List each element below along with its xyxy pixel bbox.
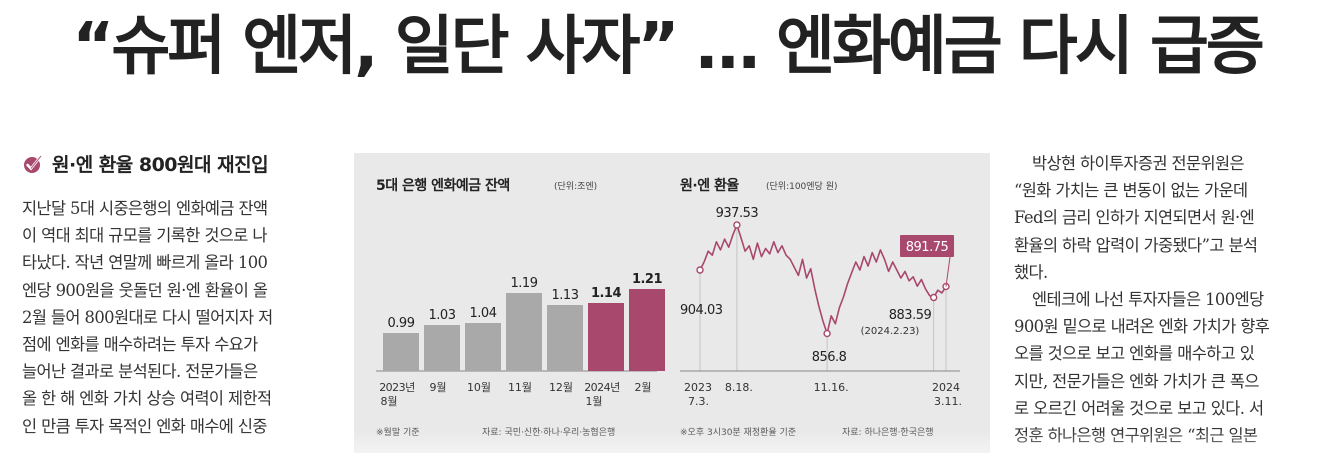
- right-article-column: 박상현 하이투자증권 전문위원은 “원화 가치는 큰 변동이 없는 가운데 Fe…: [1014, 150, 1324, 449]
- headline: “슈퍼 엔저, 일단 사자” … 엔화예금 다시 급증: [72, 10, 1265, 84]
- bar-category-label: 11월: [508, 381, 532, 394]
- point-marker: [733, 221, 741, 229]
- left-body-text: 지난달 5대 시중은행의 엔화예금 잔액 이 역대 최대 규모를 기록한 것으로…: [22, 195, 332, 440]
- bar-value-label: 1.13: [552, 288, 579, 303]
- bar-value-label: 1.04: [470, 306, 497, 321]
- x-tick-label: 8.18.: [725, 381, 753, 394]
- line-chart-source: 자료: 하나은행·한국은행: [842, 426, 934, 438]
- bar: [506, 293, 542, 371]
- annotation-label: 856.8: [812, 350, 847, 365]
- bar: [383, 333, 419, 371]
- x-tick-label-line2: 7.3.: [688, 395, 709, 408]
- bar: [629, 289, 665, 371]
- text-line: Fed의 금리 인하가 지연되면서 원·엔: [1014, 208, 1255, 228]
- annotation-label: 883.59: [889, 308, 932, 323]
- right-body-text: 박상현 하이투자증권 전문위원은 “원화 가치는 큰 변동이 없는 가운데 Fe…: [1014, 150, 1324, 449]
- text-line: 점에 엔화를 매수하려는 투자 수요가: [22, 334, 258, 354]
- line-chart-plot: 904.03 937.53 856.8 883.59 (2024.2.23) 891.75…: [680, 206, 962, 408]
- bar-chart-unit: (단위:조엔): [554, 181, 597, 192]
- text-line: “원화 가치는 큰 변동이 없는 가운데: [1014, 181, 1248, 201]
- text-line: 올 한 해 엔화 가치 상승 여력이 제한적: [22, 389, 272, 409]
- bar-category-label: 2024년: [584, 381, 620, 394]
- text-line: 로 오르긴 어려울 것으로 보고 있다. 서: [1014, 398, 1264, 418]
- text-line: 정훈 하나은행 연구위원은 “최근 일본: [1014, 425, 1258, 445]
- bar-value-label: 1.03: [429, 308, 456, 323]
- text-line: 타났다. 작년 연말께 빠르게 올라 100: [22, 253, 268, 273]
- point-marker: [696, 266, 704, 274]
- text-line: 했다.: [1014, 262, 1048, 282]
- bar-category-label-line2: 8월: [380, 395, 397, 408]
- x-tick-label: 2023: [684, 381, 712, 394]
- infographic: 5대 은행 엔화예금 잔액 (단위:조엔) 0.99 2023년 8월 1.03 9월 1…: [354, 153, 990, 453]
- line-chart-unit: (단위:100엔당 원): [766, 181, 838, 192]
- point-marker: [930, 293, 938, 302]
- callout-box: [900, 235, 954, 257]
- exchange-rate-line: [699, 224, 947, 335]
- annotation-label: 891.75: [906, 240, 949, 255]
- bar-value-label: 1.21: [632, 272, 663, 287]
- x-tick-label-line2: 3.11.: [934, 395, 962, 408]
- bar-chart-note: ※월말 기준: [376, 426, 420, 438]
- left-article-column: 원·엔 환율 800원대 재진입 지난달 5대 시중은행의 엔화예금 잔액 이 …: [22, 150, 332, 440]
- x-tick-label: 11.16.: [814, 381, 849, 394]
- bar-category-label-line2: 1월: [585, 395, 602, 408]
- line-chart-title: 원·엔 환율: [680, 177, 739, 194]
- annotation-label: 904.03: [680, 303, 723, 318]
- annotation-label: 937.53: [716, 206, 759, 221]
- section-subhead: 원·엔 환율 800원대 재진입: [22, 150, 332, 177]
- callout-pointer: [945, 256, 951, 287]
- text-line: 인 만큼 투자 목적인 엔화 매수에 신중: [22, 416, 267, 436]
- text-line: 오를 것으로 보고 엔화를 매수하고 있: [1014, 344, 1255, 364]
- bar-category-label: 2023년: [379, 381, 415, 394]
- text-line: 이 역대 최대 규모를 기록한 것으로 나: [22, 226, 267, 246]
- annotation-sublabel: (2024.2.23): [861, 326, 920, 337]
- text-line: 엔당 900원을 웃돌던 원·엔 환율이 올: [22, 280, 268, 300]
- line-chart-note: ※오후 3시30분 재정환율 기준: [680, 426, 796, 438]
- text-line: 늘어난 결과로 분석된다. 전문가들은: [22, 362, 258, 382]
- bar-chart-source: 자료: 국민·신한·하나·우리·농협은행: [482, 426, 615, 438]
- text-line: 환율의 하락 압력이 가중됐다”고 분석: [1014, 235, 1258, 255]
- bar-category-label: 12월: [549, 381, 573, 394]
- text-line: 지난달 5대 시중은행의 엔화예금 잔액: [22, 199, 268, 218]
- subhead-text: 원·엔 환율 800원대 재진입: [52, 154, 269, 176]
- bar: [465, 323, 501, 371]
- bar: [588, 303, 624, 371]
- text-line: 박상현 하이투자증권 전문위원은: [1032, 154, 1245, 173]
- x-tick-label: 2024: [932, 381, 960, 394]
- bar-category-label: 9월: [429, 381, 446, 394]
- text-line: 900원 밑으로 내려온 엔화 가치가 향후: [1014, 317, 1270, 337]
- bar-value-label: 0.99: [388, 316, 415, 331]
- bar-value-label: 1.19: [511, 276, 538, 291]
- bar: [547, 305, 583, 371]
- bar-category-label: 2월: [634, 381, 651, 394]
- point-marker: [823, 329, 831, 338]
- bar-category-label: 10월: [467, 381, 491, 394]
- text-line: 지만, 전문가들은 엔화 가치가 큰 폭으: [1014, 371, 1259, 391]
- bar-chart-title: 5대 은행 엔화예금 잔액: [376, 177, 510, 194]
- check-icon: [24, 154, 43, 173]
- bar: [424, 325, 460, 371]
- text-line: 엔테크에 나선 투자자들은 100엔당: [1032, 289, 1264, 309]
- bar-value-label: 1.14: [591, 286, 622, 301]
- text-line: 2월 들어 800원대로 다시 떨어지자 저: [22, 307, 273, 327]
